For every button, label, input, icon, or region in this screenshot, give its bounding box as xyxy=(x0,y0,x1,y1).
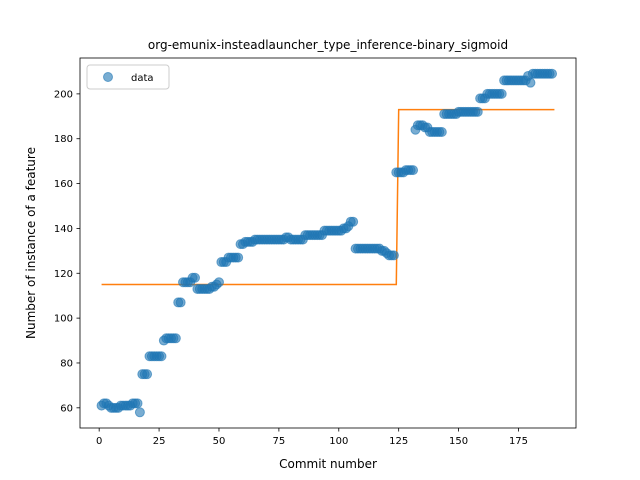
x-tick-label: 50 xyxy=(213,436,226,447)
plot-area xyxy=(79,57,577,429)
data-point xyxy=(233,252,244,263)
x-tick-label: 100 xyxy=(329,436,348,447)
x-tick-label: 125 xyxy=(389,436,408,447)
data-point xyxy=(472,106,483,117)
data-points-layer xyxy=(96,68,558,418)
data-point xyxy=(170,333,181,344)
legend-marker-data xyxy=(103,72,113,82)
data-point xyxy=(436,127,447,137)
plot-frame xyxy=(79,57,577,429)
data-point xyxy=(132,398,143,409)
y-tick-label: 100 xyxy=(54,314,73,325)
x-tick-label: 150 xyxy=(449,436,468,447)
y-tick-label: 120 xyxy=(54,269,73,280)
x-axis-label: Commit number xyxy=(279,457,377,471)
data-point xyxy=(190,272,201,283)
data-point xyxy=(348,216,359,227)
x-tick-label: 75 xyxy=(273,436,286,447)
y-tick-label: 60 xyxy=(60,403,73,414)
x-axis-ticks: 0 25 50 75 100 125 150 175 xyxy=(96,428,528,447)
data-point xyxy=(496,88,507,99)
data-point xyxy=(156,351,167,362)
data-point xyxy=(142,369,153,380)
y-axis-label: Number of instance of a feature xyxy=(24,147,38,339)
data-point xyxy=(388,250,399,261)
chart-title: org-emunix-insteadlauncher_type_inferenc… xyxy=(148,38,508,52)
legend-box xyxy=(86,64,170,90)
y-axis-ticks: 60 80 100 120 140 160 180 200 xyxy=(54,89,80,414)
x-tick-label: 0 xyxy=(96,436,102,447)
y-tick-label: 180 xyxy=(54,134,73,145)
y-tick-label: 140 xyxy=(54,224,73,235)
y-tick-label: 160 xyxy=(54,179,73,190)
x-tick-label: 25 xyxy=(153,436,166,447)
legend: data xyxy=(86,64,170,90)
data-point xyxy=(175,297,186,308)
y-tick-label: 200 xyxy=(54,89,73,100)
data-point xyxy=(408,165,419,176)
data-point xyxy=(213,277,224,288)
y-tick-label: 80 xyxy=(60,358,73,369)
data-point xyxy=(134,407,145,418)
x-tick-label: 175 xyxy=(509,436,528,447)
data-point xyxy=(547,68,558,79)
data-point xyxy=(525,77,536,88)
legend-label-data: data xyxy=(131,73,154,84)
